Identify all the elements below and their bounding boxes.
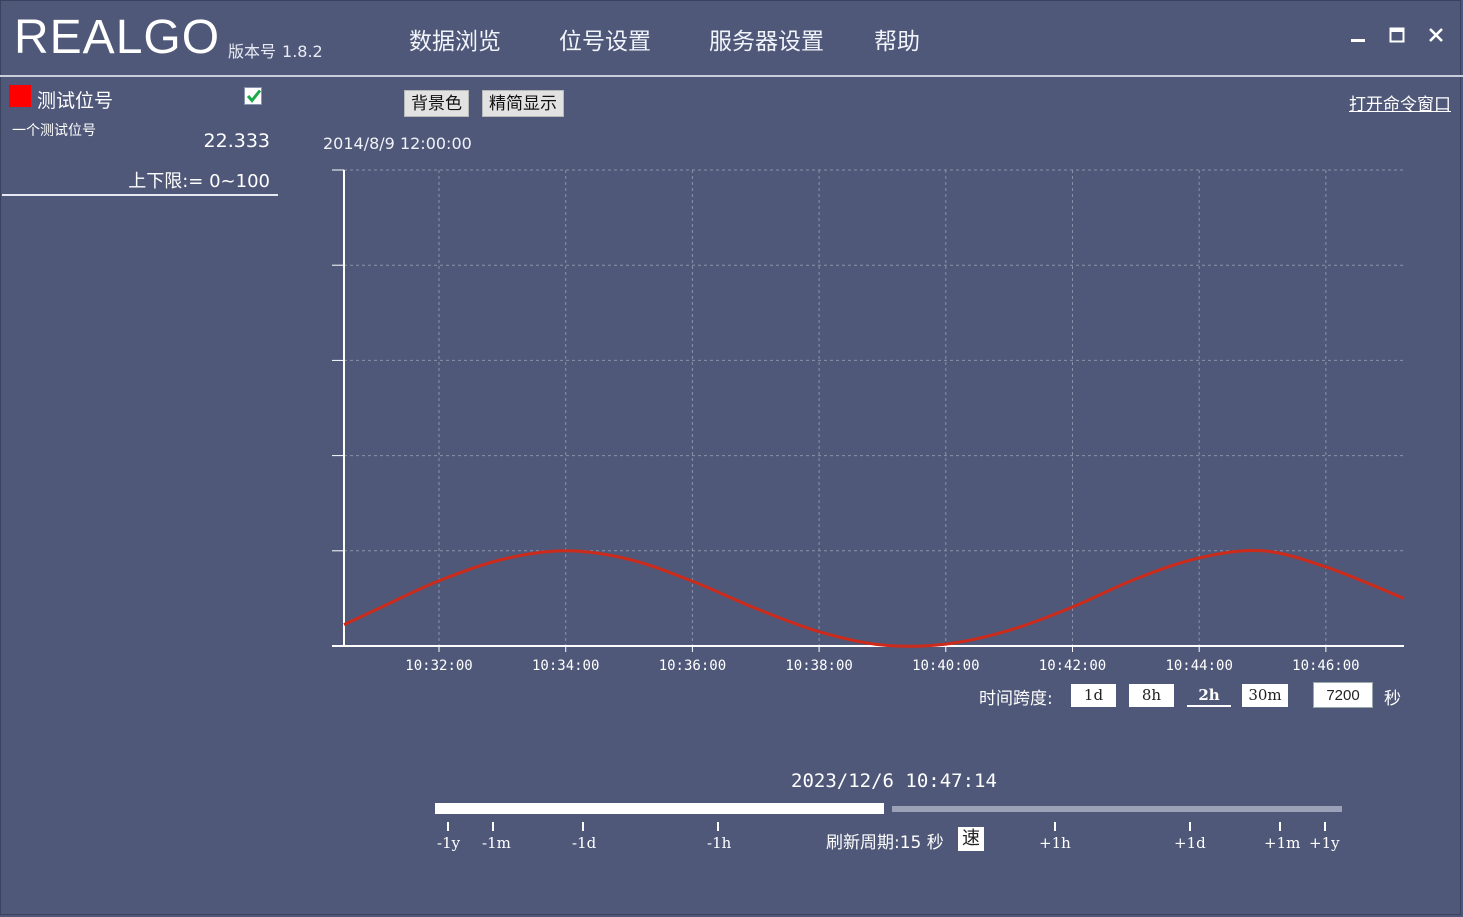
- x-tick-label: 10:36:00: [659, 658, 726, 674]
- maximize-icon[interactable]: [1389, 26, 1405, 48]
- nav-tick: [492, 822, 494, 831]
- x-tick-label: 10:42:00: [1039, 658, 1106, 674]
- tag-limit: 上下限:= 0~100: [128, 171, 270, 192]
- tag-divider: [2, 194, 278, 196]
- nav-tick: [717, 822, 719, 831]
- nav-back-1h[interactable]: -1h: [707, 834, 732, 852]
- version-label: 版本号: [228, 42, 277, 61]
- version-info: 版本号 1.8.2: [228, 38, 323, 62]
- open-command-window-link[interactable]: 打开命令窗口: [1349, 95, 1451, 115]
- span-unit-label: 秒: [1384, 689, 1401, 709]
- nav-back-1m[interactable]: -1m: [482, 834, 511, 852]
- x-tick-label: 10:34:00: [532, 658, 599, 674]
- nav-forward-1m[interactable]: +1m: [1264, 834, 1301, 852]
- span-seconds-input[interactable]: [1313, 682, 1373, 708]
- nav-forward-1h[interactable]: +1h: [1039, 834, 1071, 852]
- span-1d-button[interactable]: 1d: [1071, 684, 1116, 707]
- nav-forward-1y[interactable]: +1y: [1309, 834, 1340, 852]
- x-tick-label: 10:32:00: [405, 658, 472, 674]
- tag-current-value: 22.333: [203, 130, 270, 152]
- chart-header-time: 2014/8/9 12:00:00: [323, 134, 472, 153]
- minimize-icon[interactable]: [1350, 26, 1366, 48]
- menu-server-settings[interactable]: 服务器设置: [709, 29, 824, 55]
- background-color-button[interactable]: 背景色: [404, 90, 469, 117]
- timeline-future-bar[interactable]: [892, 806, 1342, 812]
- time-span-label: 时间跨度:: [979, 689, 1053, 709]
- header-divider: [0, 75, 1463, 77]
- nav-tick: [582, 822, 584, 831]
- span-30m-button[interactable]: 30m: [1242, 684, 1288, 707]
- navigator-current-time: 2023/12/6 10:47:14: [791, 770, 997, 792]
- nav-tick: [1279, 822, 1281, 831]
- span-2h-button[interactable]: 2h: [1187, 684, 1231, 707]
- close-icon[interactable]: [1428, 26, 1444, 48]
- nav-forward-1d[interactable]: +1d: [1174, 834, 1206, 852]
- refresh-period-label: 刷新周期:15 秒: [826, 833, 944, 853]
- tag-name: 测试位号: [37, 90, 114, 112]
- x-tick-label: 10:46:00: [1292, 658, 1359, 674]
- nav-tick: [1054, 822, 1056, 831]
- tag-visible-checkbox[interactable]: [244, 87, 262, 105]
- span-8h-button[interactable]: 8h: [1129, 684, 1174, 707]
- nav-tick: [447, 822, 449, 831]
- menu-help[interactable]: 帮助: [874, 29, 920, 55]
- tag-description: 一个测试位号: [12, 123, 96, 139]
- x-tick-label: 10:38:00: [785, 658, 852, 674]
- compact-display-button[interactable]: 精简显示: [482, 90, 564, 117]
- x-tick-label: 10:40:00: [912, 658, 979, 674]
- menu-tag-settings[interactable]: 位号设置: [559, 29, 651, 55]
- speed-button[interactable]: 速: [958, 827, 984, 851]
- app-logo: REALGO: [14, 11, 221, 64]
- nav-back-1y[interactable]: -1y: [437, 834, 461, 852]
- timeline-history-bar[interactable]: [435, 803, 884, 814]
- tag-color-swatch[interactable]: [9, 85, 31, 107]
- series-line: [343, 548, 1405, 648]
- x-tick-label: 10:44:00: [1165, 658, 1232, 674]
- checkmark-icon: [246, 89, 262, 103]
- nav-tick: [1189, 822, 1191, 831]
- version-number: 1.8.2: [282, 42, 323, 61]
- nav-tick: [1324, 822, 1326, 831]
- nav-back-1d[interactable]: -1d: [572, 834, 597, 852]
- menu-data-browse[interactable]: 数据浏览: [409, 29, 501, 55]
